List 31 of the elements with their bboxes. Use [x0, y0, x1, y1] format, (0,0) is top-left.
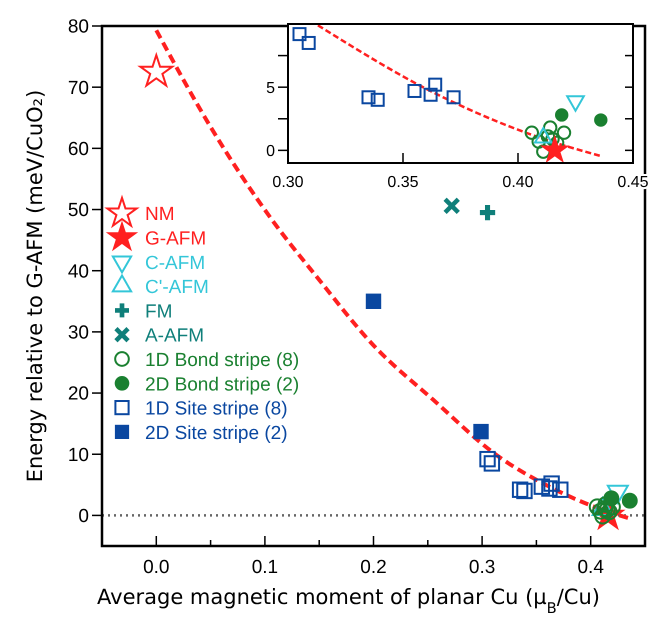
legend-label: 1D Site stripe (8) — [145, 398, 288, 420]
y-tick-label: 50 — [68, 200, 89, 222]
y-tick-label: 60 — [68, 139, 89, 160]
x-tick-label: 0.3 — [468, 557, 496, 578]
x-axis-title: Average magnetic moment of planar Cu (μ$_{B}$/Cu) — [97, 585, 600, 616]
y-tick-label: 40 — [68, 261, 89, 282]
x-tick-label: 0.0 — [143, 557, 170, 578]
y-tick-label: 0 — [266, 142, 276, 160]
y-tick-label: 5 — [266, 80, 276, 97]
legend-label: 1D Bond stripe (8) — [145, 350, 300, 371]
legend-label: FM — [145, 301, 172, 322]
legend-label: C-AFM — [145, 252, 206, 274]
x-tick-label: 0.1 — [252, 557, 278, 578]
y-tick-label: 0 — [78, 506, 89, 528]
legend-label: A-AFM — [145, 326, 204, 347]
legend-label: 2D Bond stripe (2) — [145, 374, 300, 396]
y-tick-label: 10 — [68, 444, 89, 466]
y-tick-label: 20 — [68, 384, 89, 405]
y-tick-label: 70 — [68, 78, 89, 99]
x-tick-label: 0.35 — [387, 174, 419, 191]
legend-label: 2D Site stripe (2) — [145, 422, 288, 444]
y-tick-label: 30 — [68, 322, 89, 344]
x-tick-label: 0.2 — [360, 557, 387, 578]
x-tick-label: 0.30 — [272, 174, 304, 191]
y-tick-label: 80 — [68, 16, 89, 38]
legend-label: G-AFM — [145, 228, 206, 250]
legend-label: C'-AFM — [145, 277, 209, 298]
x-tick-label: 0.4 — [577, 557, 604, 578]
legend-label: NM — [145, 204, 175, 226]
y-axis-title: Energy relative to G-AFM (meV/CuO₂) — [23, 90, 47, 482]
x-tick-label: 0.40 — [502, 174, 534, 191]
